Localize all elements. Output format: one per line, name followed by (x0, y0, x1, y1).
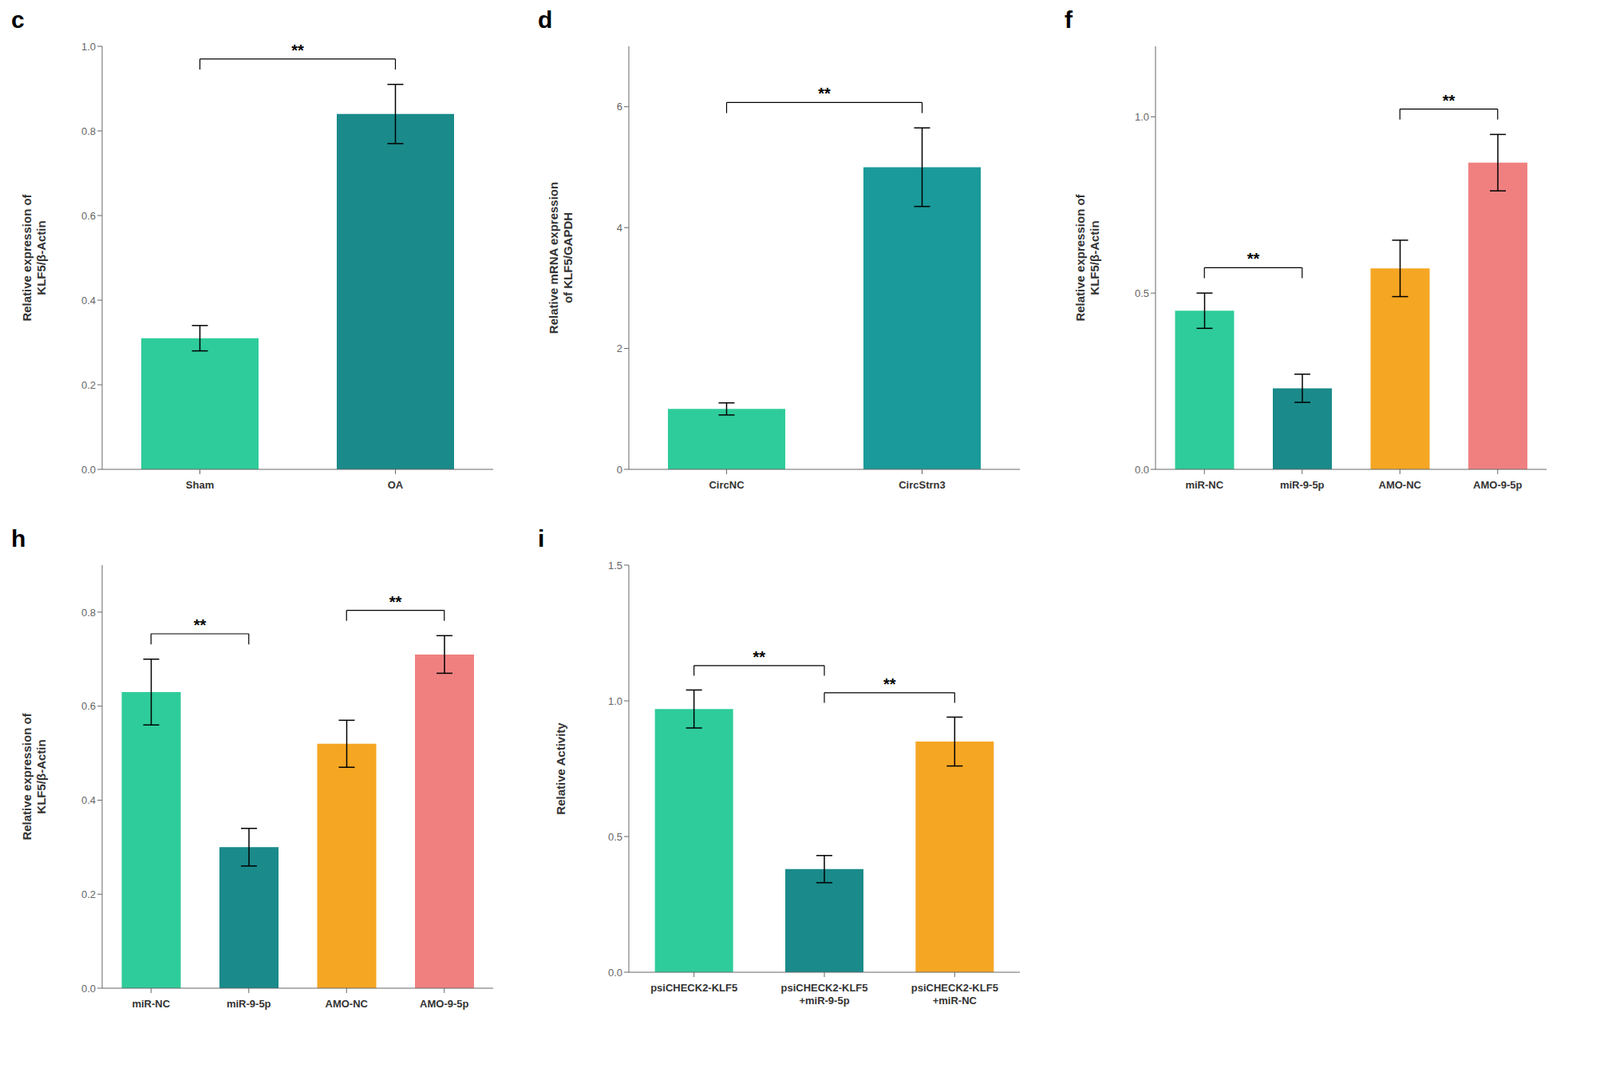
html-text:c: c (11, 6, 25, 33)
html-text:i: i (537, 525, 545, 552)
svg-text:0.0: 0.0 (81, 982, 96, 995)
html-text:h: h (11, 525, 26, 552)
svg-text:1.0: 1.0 (81, 40, 96, 53)
svg-text:0.0: 0.0 (1134, 463, 1150, 476)
svg-text:0.0: 0.0 (81, 463, 96, 476)
svg-text:miR-NC: miR-NC (1185, 478, 1224, 491)
svg-text:1.0: 1.0 (1134, 110, 1150, 123)
svg-text:0.6: 0.6 (81, 699, 96, 712)
svg-text:CircStrn3: CircStrn3 (898, 478, 946, 491)
svg-text:0.2: 0.2 (81, 888, 96, 901)
svg-text:0.5: 0.5 (1134, 287, 1150, 300)
svg-text:Sham: Sham (185, 478, 214, 491)
svg-text:Relative expression ofKLF5/β-A: Relative expression ofKLF5/β-Actin (19, 193, 48, 321)
svg-text:psiCHECK2-KLF5: psiCHECK2-KLF5 (650, 981, 738, 994)
svg-text:Relative expression ofKLF5/β-A: Relative expression ofKLF5/β-Actin (1073, 193, 1102, 321)
svg-text:6: 6 (616, 100, 623, 113)
html-text:f: f (1064, 6, 1073, 33)
svg-text:**: ** (817, 84, 831, 103)
svg-text:**: ** (1247, 249, 1261, 268)
svg-text:0.5: 0.5 (608, 830, 623, 843)
svg-text:0.8: 0.8 (81, 606, 96, 619)
svg-text:0.0: 0.0 (608, 966, 623, 979)
svg-text:AMO-9-5p: AMO-9-5p (419, 997, 469, 1010)
svg-text:AMO-NC: AMO-NC (1378, 478, 1423, 491)
svg-text:Relative Activity: Relative Activity (553, 722, 568, 815)
svg-text:miR-NC: miR-NC (131, 997, 170, 1010)
svg-text:1.5: 1.5 (608, 559, 623, 572)
svg-text:**: ** (753, 647, 767, 666)
svg-text:**: ** (1442, 91, 1456, 110)
svg-text:0.4: 0.4 (81, 794, 96, 806)
html-text:d: d (537, 6, 553, 33)
svg-text:4: 4 (616, 221, 623, 234)
svg-text:CircNC: CircNC (708, 478, 745, 491)
svg-text:psiCHECK2-KLF5+miR-NC: psiCHECK2-KLF5+miR-NC (911, 981, 999, 1007)
svg-text:**: ** (389, 592, 403, 611)
svg-text:0: 0 (616, 463, 623, 476)
svg-text:**: ** (883, 675, 897, 693)
svg-text:AMO-NC: AMO-NC (325, 997, 369, 1010)
svg-text:**: ** (291, 41, 305, 60)
svg-text:AMO-9-5p: AMO-9-5p (1473, 478, 1522, 491)
svg-text:0.4: 0.4 (81, 294, 96, 307)
svg-text:**: ** (193, 616, 207, 634)
svg-text:OA: OA (387, 478, 404, 491)
svg-text:miR-9-5p: miR-9-5p (1280, 478, 1325, 491)
svg-text:miR-9-5p: miR-9-5p (226, 997, 272, 1010)
svg-text:psiCHECK2-KLF5+miR-9-5p: psiCHECK2-KLF5+miR-9-5p (780, 981, 868, 1007)
svg-text:2: 2 (616, 342, 623, 355)
svg-text:Relative mRNA expressionof KLF: Relative mRNA expressionof KLF5/GAPDH (546, 181, 575, 334)
svg-text:Relative expression ofKLF5/β-A: Relative expression ofKLF5/β-Actin (19, 711, 48, 840)
svg-text:0.2: 0.2 (81, 379, 96, 392)
svg-text:0.6: 0.6 (81, 209, 96, 222)
svg-text:1.0: 1.0 (608, 695, 623, 708)
svg-text:0.8: 0.8 (81, 125, 96, 138)
